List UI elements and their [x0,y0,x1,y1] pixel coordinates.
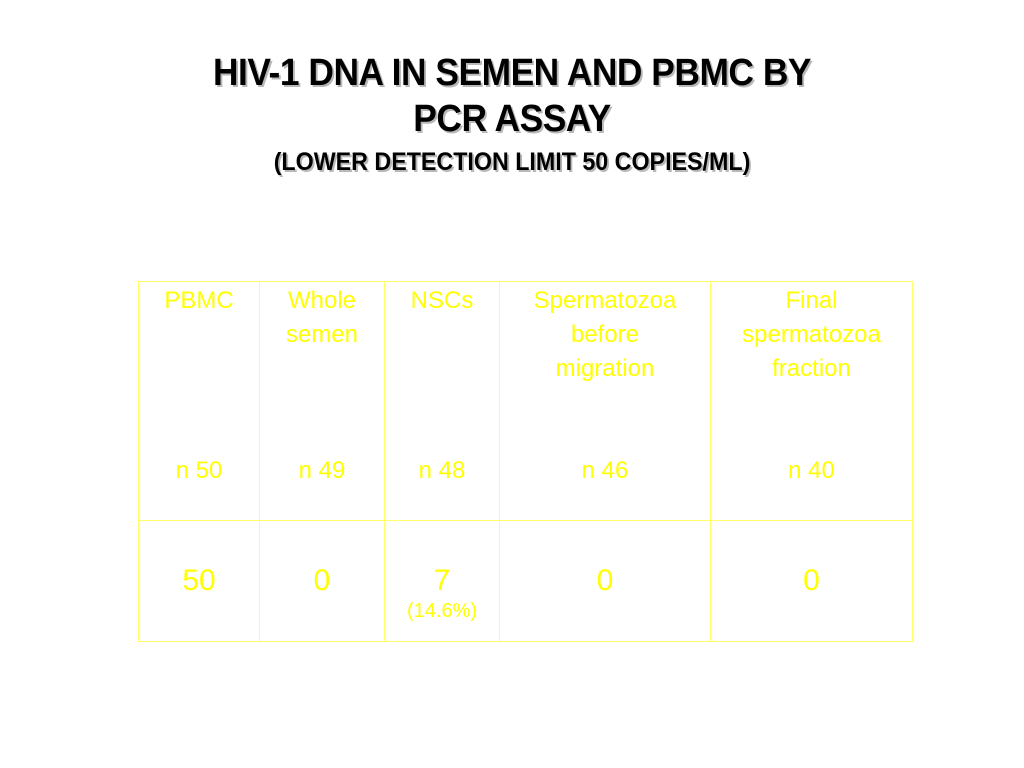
value-cell-nscs: 7 (14.6%) [384,520,500,642]
header-label-line: before [570,321,640,348]
header-cell-final-spermatozoa-fraction: Final spermatozoa fraction n 40 [710,281,913,521]
positive-count-pbmc: 50 [182,564,216,597]
value-cell-whole-semen: 0 [259,520,385,642]
header-cell-whole-semen: Whole semen n 49 [259,281,385,521]
header-label-spermatozoa-before-migration: Spermatozoa before migration [500,282,710,386]
value-cell-pbmc: 50 [138,520,260,642]
positive-count-spermatozoa-before-migration: 0 [596,564,614,597]
header-cell-pbmc: PBMC n 50 [138,281,260,521]
header-label-line: semen [285,321,359,348]
header-label-line: NSCs [410,287,474,314]
results-table: PBMC n 50 Whole semen n 49 NSCs n 48 Spe… [138,281,913,642]
header-label-line: PBMC [164,287,234,314]
positive-percent-nscs: (14.6%) [406,600,478,622]
table-header-row: PBMC n 50 Whole semen n 49 NSCs n 48 Spe… [138,281,913,521]
slide-title-line-1: HIV-1 DNA IN SEMEN AND PBMC BY [212,52,812,94]
positive-count-whole-semen: 0 [313,564,331,597]
header-label-line: Spermatozoa [533,287,677,314]
header-cell-spermatozoa-before-migration: Spermatozoa before migration n 46 [499,281,711,521]
header-label-whole-semen: Whole semen [260,282,384,352]
sample-count-spermatozoa-before-migration: n 46 [581,457,629,484]
header-label-pbmc: PBMC [139,282,259,318]
header-label-line: migration [555,355,655,382]
slide-title-block: HIV-1 DNA IN SEMEN AND PBMC BY PCR ASSAY… [0,50,1024,178]
sample-count-nscs: n 48 [418,457,466,484]
value-cell-spermatozoa-before-migration: 0 [499,520,711,642]
sample-count-pbmc: n 50 [175,457,223,484]
header-label-final-spermatozoa-fraction: Final spermatozoa fraction [711,282,912,386]
slide-subtitle: (LOWER DETECTION LIMIT 50 COPIES/ML) [273,148,751,176]
header-label-line: spermatozoa [742,321,881,348]
header-label-line: Final [785,287,838,314]
slide-title-line-2: PCR ASSAY [413,98,611,140]
header-cell-nscs: NSCs n 48 [384,281,500,521]
header-label-nscs: NSCs [385,282,499,318]
header-label-line: Whole [287,287,357,314]
positive-count-nscs: 7 [433,564,451,597]
value-cell-final-spermatozoa-fraction: 0 [710,520,913,642]
sample-count-final-spermatozoa-fraction: n 40 [788,457,835,484]
positive-count-final-spermatozoa-fraction: 0 [803,564,820,597]
header-label-line: fraction [772,355,851,382]
table-value-row: 50 0 7 (14.6%) 0 0 [138,520,913,642]
sample-count-whole-semen: n 49 [298,457,346,484]
